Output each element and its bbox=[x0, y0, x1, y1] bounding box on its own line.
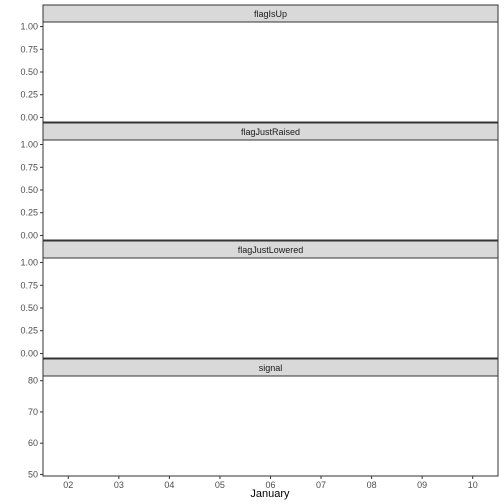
y-tick-label: 0.50 bbox=[20, 303, 38, 313]
y-tick-label: 0.75 bbox=[20, 44, 38, 54]
panel-border bbox=[42, 257, 499, 359]
y-tick-label: 0.75 bbox=[20, 162, 38, 172]
x-tick-label: 05 bbox=[215, 480, 225, 490]
x-tick-label: 02 bbox=[63, 480, 73, 490]
y-tick-label: 1.00 bbox=[20, 140, 38, 150]
y-tick-label: 80 bbox=[28, 376, 38, 386]
facet-panel-3: signal 50 60 70 80 bbox=[28, 358, 499, 479]
facet-title: flagIsUp bbox=[254, 9, 287, 19]
y-tick-label: 50 bbox=[28, 469, 38, 479]
y-tick-label: 0.25 bbox=[20, 208, 38, 218]
facet-title: signal bbox=[259, 363, 283, 373]
y-tick-label: 0.00 bbox=[20, 230, 38, 240]
panel-border bbox=[42, 139, 499, 241]
y-tick-label: 0.25 bbox=[20, 326, 38, 336]
panel-border bbox=[42, 375, 499, 477]
y-tick-label: 0.50 bbox=[20, 67, 38, 77]
facet-panel-1: flagJustRaised 0.00 0.25 0.50 0.75 1.00 bbox=[20, 122, 499, 241]
facet-panel-0: flagIsUp 0.00 0.25 0.50 0.75 1.00 bbox=[20, 4, 499, 123]
x-tick-label: 04 bbox=[164, 480, 174, 490]
x-tick-label: 08 bbox=[367, 480, 377, 490]
y-tick-label: 0.75 bbox=[20, 280, 38, 290]
x-tick-label: 07 bbox=[316, 480, 326, 490]
y-tick-label: 70 bbox=[28, 407, 38, 417]
x-tick-label: 10 bbox=[468, 480, 478, 490]
y-tick-label: 1.00 bbox=[20, 22, 38, 32]
facet-panel-2: flagJustLowered 0.00 0.25 0.50 0.75 1.00 bbox=[20, 240, 499, 359]
x-tick-label: 03 bbox=[114, 480, 124, 490]
y-tick-label: 0.25 bbox=[20, 90, 38, 100]
y-tick-label: 0.50 bbox=[20, 185, 38, 195]
y-tick-label: 0.00 bbox=[20, 112, 38, 122]
facet-title: flagJustLowered bbox=[238, 245, 304, 255]
y-tick-label: 0.00 bbox=[20, 348, 38, 358]
facet-title: flagJustRaised bbox=[241, 127, 300, 137]
panel-border bbox=[42, 21, 499, 123]
x-tick-label: 09 bbox=[417, 480, 427, 490]
x-axis-label: January bbox=[250, 488, 290, 500]
x-tick-label: 06 bbox=[265, 480, 275, 490]
y-tick-label: 1.00 bbox=[20, 258, 38, 268]
y-tick-label: 60 bbox=[28, 438, 38, 448]
